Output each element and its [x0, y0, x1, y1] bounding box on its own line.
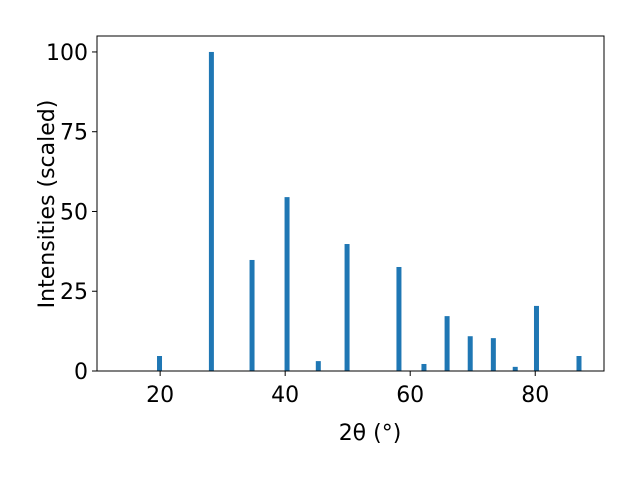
bar	[249, 259, 255, 371]
x-axis-label: 2θ (°)	[339, 421, 402, 446]
y-tick-label: 50	[60, 200, 88, 225]
bar	[157, 356, 163, 371]
x-tick-label: 80	[521, 383, 549, 408]
x-tick-label: 20	[146, 383, 174, 408]
bar	[533, 305, 539, 371]
y-tick-label: 25	[60, 280, 88, 305]
bar	[315, 361, 321, 371]
bar	[284, 197, 290, 371]
y-axis-label: Intensities (scaled)	[35, 100, 60, 309]
bar	[396, 266, 402, 371]
bar	[490, 338, 496, 371]
x-tick-label: 60	[396, 383, 424, 408]
bar	[208, 51, 214, 371]
bar	[344, 244, 350, 371]
y-tick-label: 75	[60, 121, 88, 146]
bar	[512, 366, 518, 371]
bar	[444, 316, 450, 371]
y-tick-label: 0	[74, 360, 88, 385]
bar	[576, 356, 582, 371]
bar	[421, 363, 427, 371]
x-tick-label: 40	[271, 383, 299, 408]
plot-frame	[96, 35, 605, 372]
y-tick-label: 100	[46, 41, 88, 66]
bar	[467, 336, 473, 371]
